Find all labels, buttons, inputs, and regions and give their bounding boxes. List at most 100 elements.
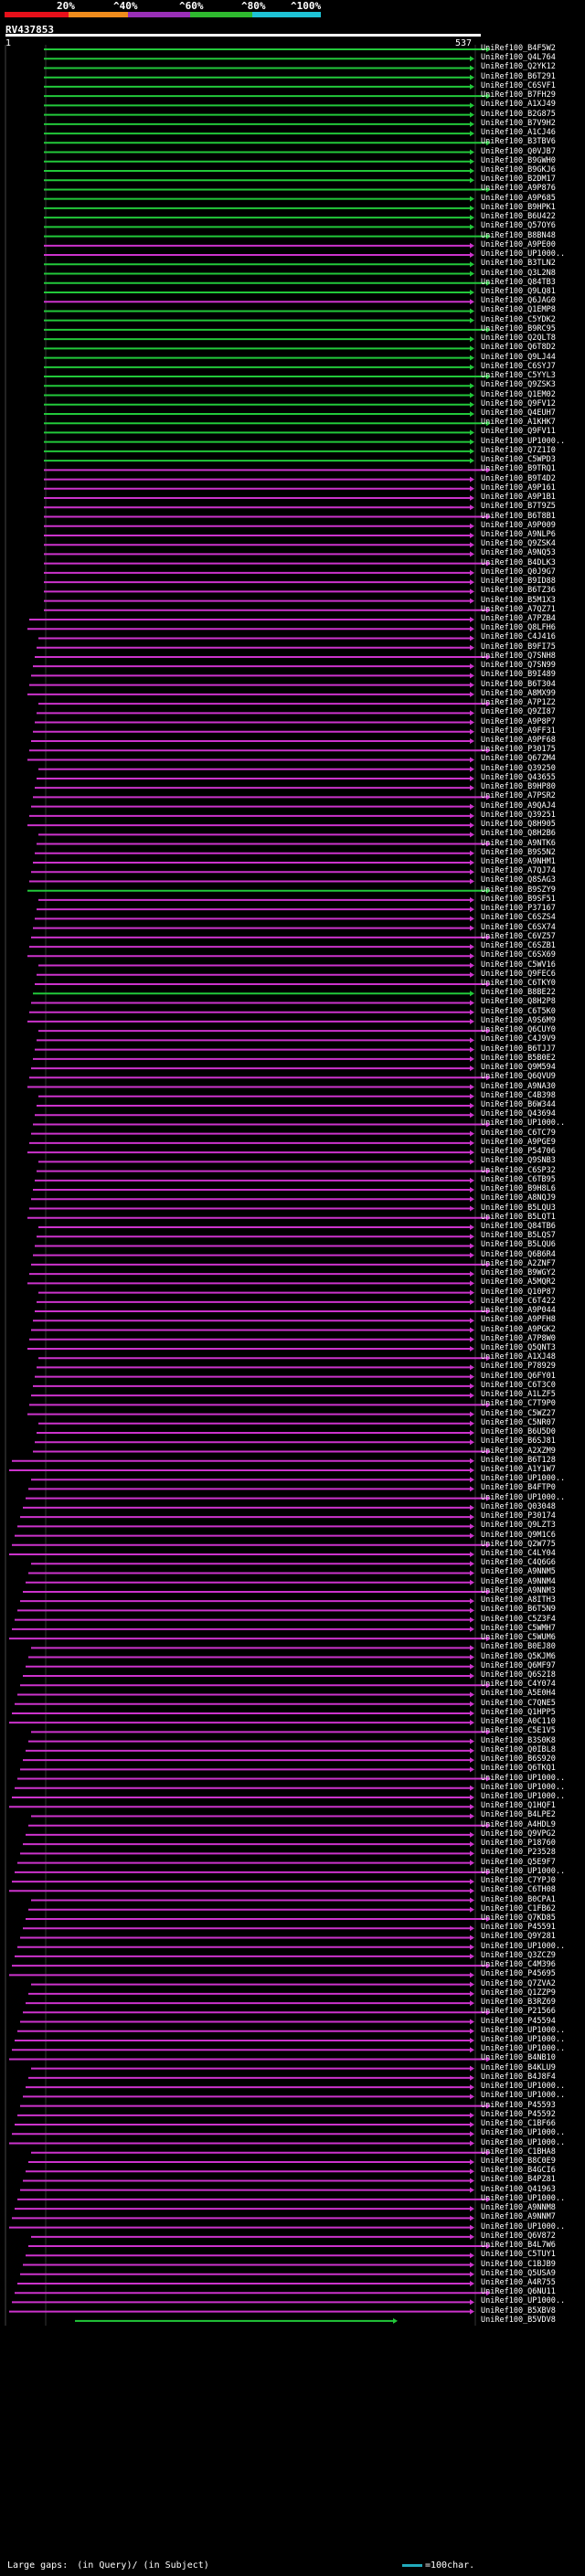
hit-label[interactable]: UniRef100_Q7Z1I0 xyxy=(481,445,556,455)
hit-label[interactable]: UniRef100_Q7KD85 xyxy=(481,1913,556,1923)
hit-label[interactable]: UniRef100_C4Q6G6 xyxy=(481,1558,556,1568)
hit-label[interactable]: UniRef100_Q7ZVA2 xyxy=(481,1978,556,1988)
hit-label[interactable]: UniRef100_C7T9P0 xyxy=(481,1399,556,1409)
hit-label[interactable]: UniRef100_A9NHM1 xyxy=(481,857,556,866)
hit-label[interactable]: UniRef100_C5WMH7 xyxy=(481,1623,556,1633)
hit-label[interactable]: UniRef100_Q6S2I8 xyxy=(481,1670,556,1680)
hit-label[interactable]: UniRef100_UP1000.. xyxy=(481,2044,566,2054)
hit-label[interactable]: UniRef100_B6W344 xyxy=(481,1099,556,1109)
hit-label[interactable]: UniRef100_UP1000.. xyxy=(481,1773,566,1783)
hit-label[interactable]: UniRef100_C1BJB9 xyxy=(481,2259,556,2269)
hit-label[interactable]: UniRef100_Q6MF97 xyxy=(481,1660,556,1670)
hit-label[interactable]: UniRef100_B4FTP0 xyxy=(481,1483,556,1493)
hit-label[interactable]: UniRef100_Q9LJ44 xyxy=(481,352,556,362)
hit-label[interactable]: UniRef100_Q10P87 xyxy=(481,1287,556,1297)
hit-label[interactable]: UniRef100_C5WV16 xyxy=(481,959,556,970)
hit-label[interactable]: UniRef100_C1BF66 xyxy=(481,2119,556,2129)
hit-label[interactable]: UniRef100_Q9Y281 xyxy=(481,1932,556,1942)
hit-label[interactable]: UniRef100_A9NNM3 xyxy=(481,1585,556,1595)
hit-label[interactable]: UniRef100_Q4EUH7 xyxy=(481,408,556,418)
hit-label[interactable]: UniRef100_A9PF68 xyxy=(481,736,556,746)
hit-label[interactable]: UniRef100_Q2YK12 xyxy=(481,62,556,72)
hit-label[interactable]: UniRef100_Q6JAG0 xyxy=(481,296,556,306)
hit-label[interactable]: UniRef100_C6TH08 xyxy=(481,1885,556,1895)
hit-label[interactable]: UniRef100_A4HDL9 xyxy=(481,1819,556,1829)
hit-label[interactable]: UniRef100_B5LQS7 xyxy=(481,1231,556,1241)
hit-label[interactable]: UniRef100_C6SZB1 xyxy=(481,941,556,951)
hit-label[interactable]: UniRef100_Q6T8D2 xyxy=(481,343,556,353)
hit-label[interactable]: UniRef100_B9WGY2 xyxy=(481,1268,556,1278)
hit-label[interactable]: UniRef100_P30175 xyxy=(481,745,556,755)
hit-label[interactable]: UniRef100_Q6V872 xyxy=(481,2231,556,2241)
hit-label[interactable]: UniRef100_P45591 xyxy=(481,1923,556,1933)
hit-label[interactable]: UniRef100_A7QZ71 xyxy=(481,604,556,614)
hit-label[interactable]: UniRef100_C6TKY0 xyxy=(481,979,556,988)
hit-label[interactable]: UniRef100_A9P009 xyxy=(481,520,556,530)
hit-label[interactable]: UniRef100_Q1ZZP9 xyxy=(481,1988,556,1998)
hit-label[interactable]: UniRef100_P37167 xyxy=(481,904,556,914)
hit-label[interactable]: UniRef100_C6TB95 xyxy=(481,1174,556,1184)
hit-label[interactable]: UniRef100_Q9FV12 xyxy=(481,398,556,408)
hit-label[interactable]: UniRef100_UP1000.. xyxy=(481,2193,566,2203)
hit-label[interactable]: UniRef100_B5LQU6 xyxy=(481,1240,556,1250)
hit-label[interactable]: UniRef100_A9NNM7 xyxy=(481,2212,556,2222)
hit-label[interactable]: UniRef100_B8BN48 xyxy=(481,230,556,240)
hit-label[interactable]: UniRef100_P54706 xyxy=(481,1147,556,1157)
hit-label[interactable]: UniRef100_B7FH29 xyxy=(481,90,556,101)
hit-label[interactable]: UniRef100_A9FF31 xyxy=(481,726,556,736)
hit-label[interactable]: UniRef100_C4LY04 xyxy=(481,1549,556,1559)
hit-label[interactable]: UniRef100_Q5USA9 xyxy=(481,2268,556,2278)
hit-label[interactable]: UniRef100_B4GCI6 xyxy=(481,2166,556,2176)
hit-label[interactable]: UniRef100_B4PZ81 xyxy=(481,2175,556,2185)
hit-label[interactable]: UniRef100_C6TC79 xyxy=(481,1128,556,1138)
hit-label[interactable]: UniRef100_B9GWH0 xyxy=(481,155,556,165)
hit-label[interactable]: UniRef100_A1Y1W7 xyxy=(481,1464,556,1474)
hit-label[interactable]: UniRef100_C6T5K0 xyxy=(481,1006,556,1016)
hit-label[interactable]: UniRef100_Q1HPP5 xyxy=(481,1707,556,1717)
hit-label[interactable]: UniRef100_C4J9V9 xyxy=(481,1034,556,1044)
hit-label[interactable]: UniRef100_Q7SNH8 xyxy=(481,651,556,661)
hit-label[interactable]: UniRef100_B9TRQ1 xyxy=(481,464,556,474)
hit-label[interactable]: UniRef100_Q39251 xyxy=(481,810,556,820)
hit-label[interactable]: UniRef100_B6SJ81 xyxy=(481,1436,556,1447)
hit-label[interactable]: UniRef100_A9P1B1 xyxy=(481,493,556,503)
hit-label[interactable]: UniRef100_Q0IBL8 xyxy=(481,1744,556,1754)
hit-label[interactable]: UniRef100_Q8LFH6 xyxy=(481,623,556,633)
hit-label[interactable]: UniRef100_A7P8W0 xyxy=(481,1333,556,1343)
hit-label[interactable]: UniRef100_B6U5D0 xyxy=(481,1427,556,1437)
hit-label[interactable]: UniRef100_B9H8L6 xyxy=(481,1184,556,1194)
hit-label[interactable]: UniRef100_Q2QLT8 xyxy=(481,334,556,344)
hit-label[interactable]: UniRef100_Q8SAG3 xyxy=(481,875,556,885)
hit-label[interactable]: UniRef100_B5XBV8 xyxy=(481,2306,556,2316)
hit-label[interactable]: UniRef100_A8MX99 xyxy=(481,688,556,698)
hit-label[interactable]: UniRef100_B4NB10 xyxy=(481,2053,556,2063)
hit-label[interactable]: UniRef100_Q6B6R4 xyxy=(481,1249,556,1259)
hit-label[interactable]: UniRef100_UP1000.. xyxy=(481,2034,566,2044)
hit-label[interactable]: UniRef100_C1BHA8 xyxy=(481,2147,556,2157)
hit-label[interactable]: UniRef100_A5MQR2 xyxy=(481,1277,556,1288)
hit-label[interactable]: UniRef100_Q03048 xyxy=(481,1501,556,1511)
hit-label[interactable]: UniRef100_C5Z3F4 xyxy=(481,1614,556,1624)
hit-label[interactable]: UniRef100_UP1000.. xyxy=(481,1866,566,1876)
hit-label[interactable]: UniRef100_Q1EM02 xyxy=(481,389,556,399)
hit-label[interactable]: UniRef100_A4R755 xyxy=(481,2277,556,2287)
hit-label[interactable]: UniRef100_P45695 xyxy=(481,1969,556,1979)
hit-label[interactable]: UniRef100_A9NQ53 xyxy=(481,548,556,558)
hit-label[interactable]: UniRef100_Q9ZSK3 xyxy=(481,380,556,390)
hit-label[interactable]: UniRef100_Q0J9G7 xyxy=(481,567,556,577)
hit-label[interactable]: UniRef100_A7PSR2 xyxy=(481,791,556,801)
hit-label[interactable]: UniRef100_P45592 xyxy=(481,2109,556,2119)
hit-label[interactable]: UniRef100_A7QJ74 xyxy=(481,866,556,876)
hit-label[interactable]: UniRef100_C6SZS4 xyxy=(481,913,556,923)
hit-label[interactable]: UniRef100_Q8H905 xyxy=(481,820,556,830)
hit-label[interactable]: UniRef100_Q9LQ81 xyxy=(481,286,556,296)
hit-label[interactable]: UniRef100_Q3L2N8 xyxy=(481,268,556,278)
hit-label[interactable]: UniRef100_UP1000.. xyxy=(481,1118,566,1129)
hit-label[interactable]: UniRef100_A8ITH3 xyxy=(481,1595,556,1606)
hit-label[interactable]: UniRef100_A9P8P7 xyxy=(481,716,556,726)
hit-label[interactable]: UniRef100_Q9M594 xyxy=(481,1063,556,1073)
hit-label[interactable]: UniRef100_C5TUY1 xyxy=(481,2250,556,2260)
hit-label[interactable]: UniRef100_C4M396 xyxy=(481,1960,556,1970)
hit-label[interactable]: UniRef100_Q43655 xyxy=(481,772,556,782)
hit-label[interactable]: UniRef100_Q67ZM4 xyxy=(481,754,556,764)
